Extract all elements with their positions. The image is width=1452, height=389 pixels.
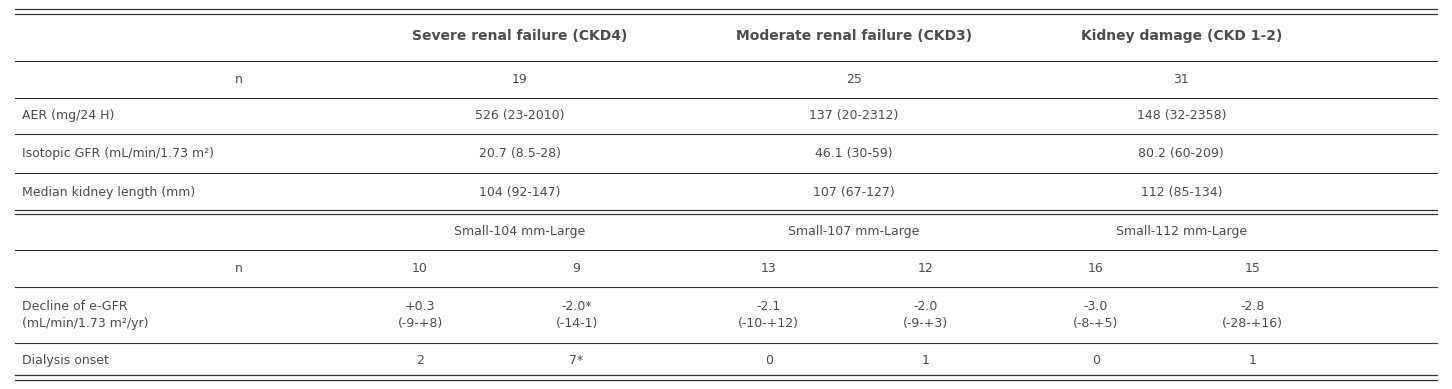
Text: Isotopic GFR (mL/min/1.73 m²): Isotopic GFR (mL/min/1.73 m²) <box>22 147 213 160</box>
Text: 0: 0 <box>1092 354 1101 366</box>
Text: Severe renal failure (CKD4): Severe renal failure (CKD4) <box>412 30 627 44</box>
Text: 0: 0 <box>765 354 772 366</box>
Text: 13: 13 <box>761 262 777 275</box>
Text: 7*: 7* <box>569 354 584 366</box>
Text: 9: 9 <box>572 262 581 275</box>
Text: 148 (32-2358): 148 (32-2358) <box>1137 109 1225 123</box>
Text: 526 (23-2010): 526 (23-2010) <box>475 109 565 123</box>
Text: Median kidney length (mm): Median kidney length (mm) <box>22 186 195 199</box>
Text: -2.1
(-10-+12): -2.1 (-10-+12) <box>738 300 799 330</box>
Text: 137 (20-2312): 137 (20-2312) <box>809 109 899 123</box>
Text: Small-107 mm-Large: Small-107 mm-Large <box>788 224 919 238</box>
Text: 16: 16 <box>1088 262 1104 275</box>
Text: n: n <box>235 73 242 86</box>
Text: +0.3
(-9-+8): +0.3 (-9-+8) <box>398 300 443 330</box>
Text: 2: 2 <box>417 354 424 366</box>
Text: -2.0*
(-14-1): -2.0* (-14-1) <box>556 300 598 330</box>
Text: 19: 19 <box>511 73 527 86</box>
Text: 46.1 (30-59): 46.1 (30-59) <box>815 147 893 160</box>
Text: 1: 1 <box>921 354 929 366</box>
Text: -2.0
(-9-+3): -2.0 (-9-+3) <box>903 300 948 330</box>
Text: 107 (67-127): 107 (67-127) <box>813 186 894 199</box>
Text: Kidney damage (CKD 1-2): Kidney damage (CKD 1-2) <box>1080 30 1282 44</box>
Text: 12: 12 <box>918 262 934 275</box>
Text: Dialysis onset: Dialysis onset <box>22 354 109 366</box>
Text: 20.7 (8.5-28): 20.7 (8.5-28) <box>479 147 560 160</box>
Text: -2.8
(-28-+16): -2.8 (-28-+16) <box>1223 300 1284 330</box>
Text: 104 (92-147): 104 (92-147) <box>479 186 560 199</box>
Text: 15: 15 <box>1244 262 1260 275</box>
Text: Small-104 mm-Large: Small-104 mm-Large <box>454 224 585 238</box>
Text: Decline of e-GFR
(mL/min/1.73 m²/yr): Decline of e-GFR (mL/min/1.73 m²/yr) <box>22 300 148 330</box>
Text: 25: 25 <box>847 73 862 86</box>
Text: 80.2 (60-209): 80.2 (60-209) <box>1138 147 1224 160</box>
Text: -3.0
(-8-+5): -3.0 (-8-+5) <box>1073 300 1118 330</box>
Text: AER (mg/24 H): AER (mg/24 H) <box>22 109 115 123</box>
Text: Small-112 mm-Large: Small-112 mm-Large <box>1115 224 1247 238</box>
Text: 31: 31 <box>1173 73 1189 86</box>
Text: n: n <box>235 262 242 275</box>
Text: 1: 1 <box>1249 354 1256 366</box>
Text: 10: 10 <box>412 262 428 275</box>
Text: Moderate renal failure (CKD3): Moderate renal failure (CKD3) <box>736 30 973 44</box>
Text: 112 (85-134): 112 (85-134) <box>1141 186 1223 199</box>
